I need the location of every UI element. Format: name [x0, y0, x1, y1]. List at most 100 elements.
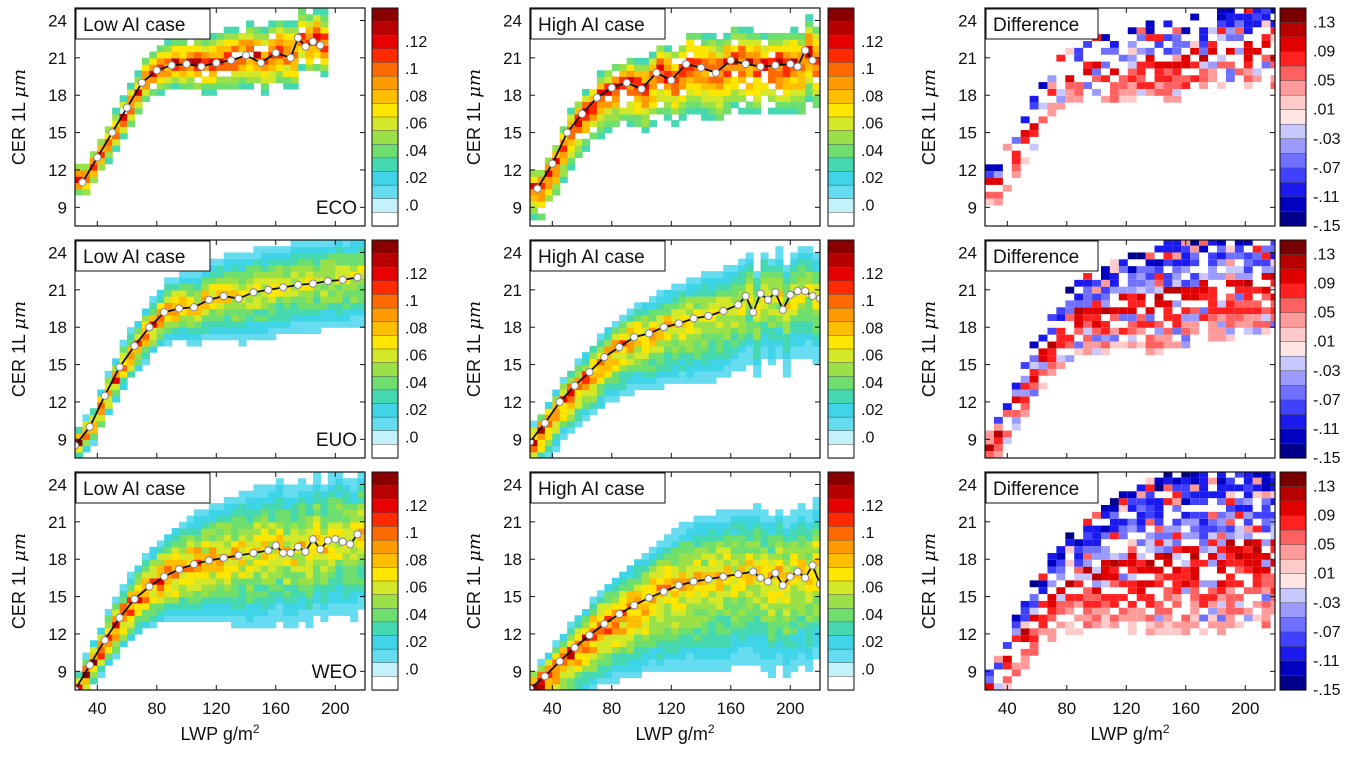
heatmap-cell [127, 590, 136, 598]
heatmap-cell [134, 565, 143, 573]
colorbar-tick-label: .13 [1313, 247, 1335, 264]
heatmap-cell [327, 289, 336, 297]
heatmap-cell [290, 277, 299, 285]
heatmap-cell [604, 345, 613, 353]
heatmap-cell [797, 559, 806, 567]
heatmap-cell [141, 602, 150, 610]
heatmap-cell [582, 627, 591, 635]
heatmap-cell [1154, 82, 1164, 89]
heatmap-cell [357, 509, 365, 517]
heatmap-cell [1101, 279, 1110, 287]
heatmap-cell [782, 95, 791, 103]
heatmap-cell [260, 264, 269, 272]
heatmap-cell [1261, 539, 1271, 547]
heatmap-cell [268, 283, 277, 291]
heatmap-cell [1225, 61, 1235, 69]
heatmap-cell [745, 540, 754, 548]
y-axis-label: CER 1L μm [9, 301, 30, 397]
heatmap-cell [283, 70, 292, 78]
heatmap-cell [1127, 54, 1137, 62]
heatmap-cell [1217, 621, 1226, 629]
heatmap-cell [290, 609, 299, 616]
colorbar-segment [827, 362, 855, 377]
heatmap-cell [1083, 600, 1093, 608]
heatmap-cell [656, 546, 665, 554]
heatmap-cell [1056, 88, 1066, 96]
heatmap-cell [619, 113, 628, 121]
heatmap-cell [1074, 88, 1084, 96]
heatmap-cell [268, 252, 277, 260]
heatmap-cell [1118, 559, 1128, 567]
heatmap-cell [723, 296, 732, 303]
heatmap-cell [1145, 259, 1155, 267]
heatmap-cell [283, 559, 292, 567]
heatmap-cell [342, 271, 351, 278]
mean-point [696, 63, 706, 72]
heatmap-cell [1065, 47, 1075, 55]
heatmap-cell [663, 64, 672, 71]
heatmap-cell [775, 302, 784, 310]
heatmap-cell [701, 633, 710, 641]
heatmap-cell [993, 423, 1003, 431]
heatmap-cell [290, 503, 299, 510]
heatmap-cell [327, 246, 336, 254]
heatmap-cell [342, 277, 351, 285]
heatmap-cell [342, 289, 351, 297]
colorbar-segment [1279, 65, 1307, 82]
colorbar-segment [1279, 22, 1307, 38]
heatmap-cell [730, 602, 739, 610]
heatmap-cell [805, 565, 814, 573]
heatmap-cell [1181, 41, 1191, 48]
heatmap-cell [641, 584, 650, 591]
mean-point [786, 572, 795, 581]
heatmap-cell [1199, 240, 1209, 246]
heatmap-cell [342, 258, 351, 266]
heatmap-cell [678, 320, 687, 328]
heatmap-cell [648, 308, 658, 316]
heatmap-cell [686, 627, 695, 635]
heatmap-cell [604, 101, 613, 109]
heatmap-cell [619, 584, 628, 591]
heatmap-cell [1208, 477, 1217, 485]
heatmap-cell [186, 76, 195, 84]
colorbar-segment [827, 526, 855, 541]
heatmap-cell [812, 577, 820, 585]
heatmap-cell [805, 345, 814, 353]
heatmap-cell [641, 308, 650, 316]
heatmap-cell [708, 627, 717, 635]
heatmap-cell [582, 621, 591, 629]
heatmap-cell [701, 552, 710, 560]
heatmap-cell [283, 534, 292, 542]
heatmap-cell [238, 552, 247, 560]
heatmap-cell [678, 333, 687, 341]
heatmap-cell [119, 590, 128, 598]
heatmap-cell [648, 633, 658, 641]
heatmap-cell [656, 565, 665, 573]
heatmap-cell [730, 88, 739, 96]
heatmap-cell [335, 521, 344, 529]
heatmap-cell [634, 621, 643, 629]
heatmap-cell [693, 107, 702, 115]
heatmap-cell [253, 289, 262, 297]
heatmap-cell [134, 364, 143, 372]
heatmap-cell [223, 64, 232, 71]
heatmap-cell [738, 277, 747, 285]
heatmap-cell [626, 584, 635, 591]
heatmap-cell [1145, 546, 1155, 553]
heatmap-cell [723, 70, 732, 78]
heatmap-cell [1163, 621, 1173, 629]
heatmap-cell [1136, 293, 1146, 301]
heatmap-cell [179, 277, 188, 285]
heatmap-cell [812, 646, 820, 654]
heatmap-cell [283, 602, 292, 610]
heatmap-cell [1127, 279, 1137, 287]
heatmap-cell [596, 95, 605, 103]
heatmap-cell [767, 95, 776, 103]
heatmap-cell [1172, 314, 1182, 321]
heatmap-cell [775, 546, 784, 554]
heatmap-cell [283, 45, 292, 53]
heatmap-cell [663, 596, 672, 604]
heatmap-cell [656, 552, 665, 560]
heatmap-cell [1270, 539, 1275, 547]
